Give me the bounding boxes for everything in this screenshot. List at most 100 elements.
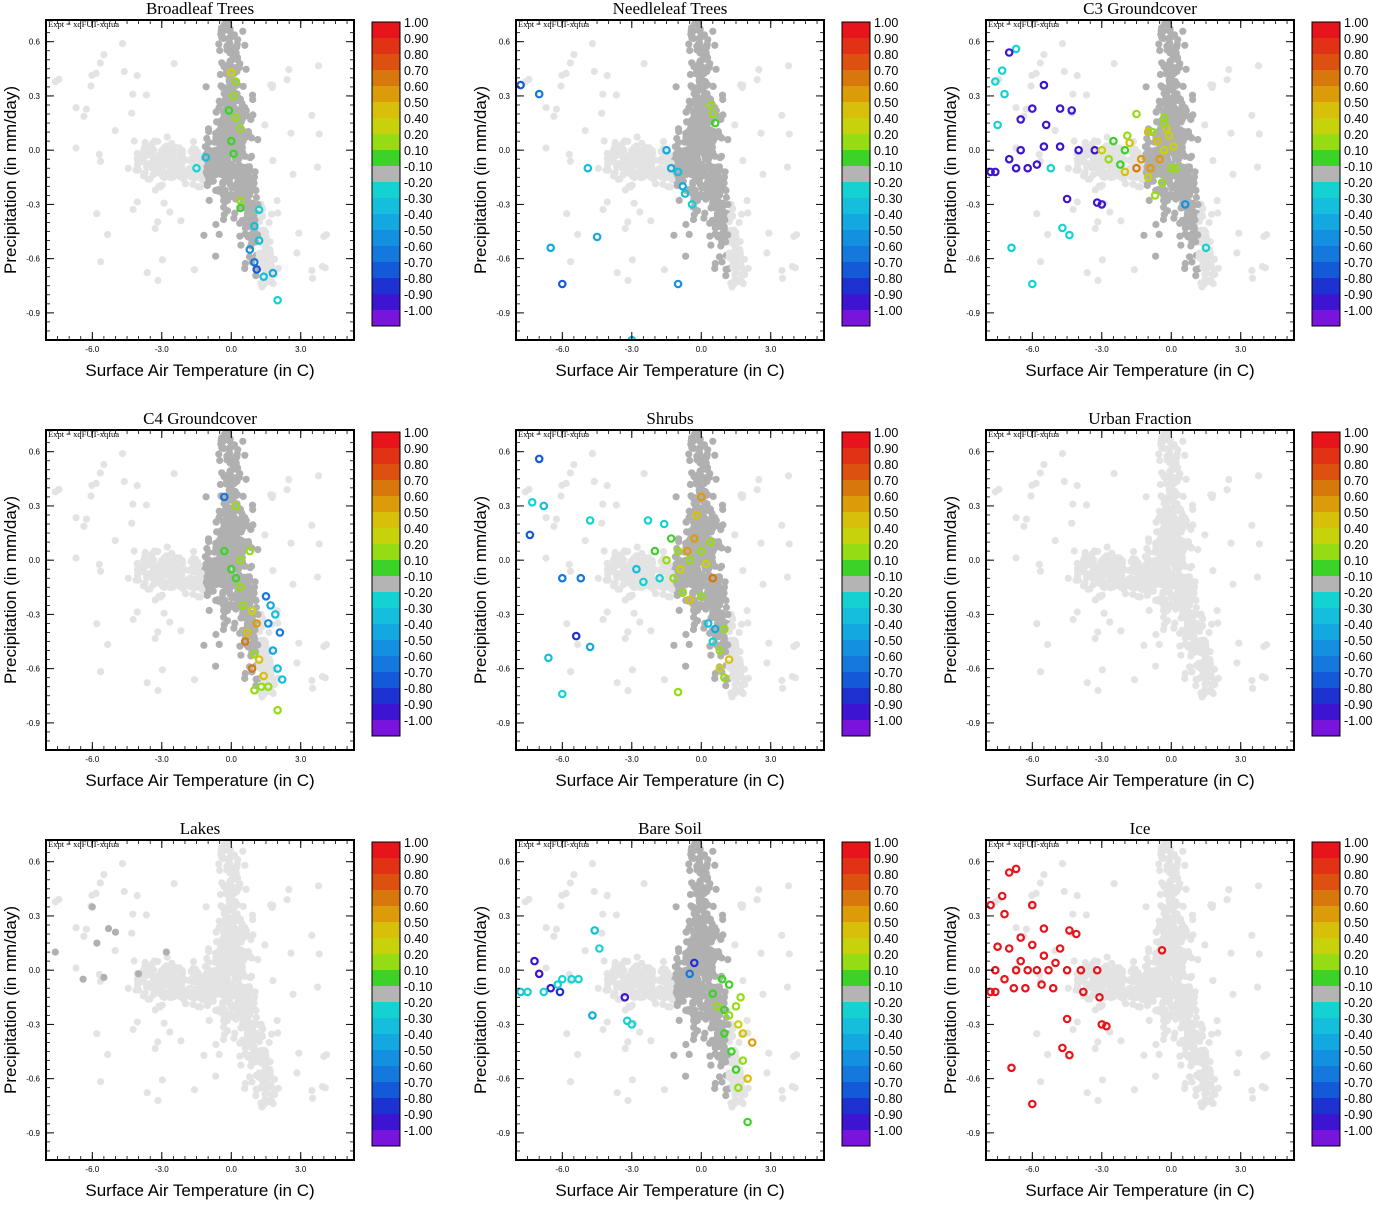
data-point	[88, 72, 95, 79]
colored-point	[1018, 147, 1024, 153]
colorbar-swatch	[842, 118, 870, 134]
colorbar-label: 0.40	[1344, 112, 1368, 126]
x-axis-label: Surface Air Temperature (in C)	[85, 771, 314, 790]
colorbar-swatch	[842, 86, 870, 102]
colorbar-swatch	[842, 310, 870, 326]
colored-point	[1006, 156, 1012, 162]
colored-point	[1066, 232, 1072, 238]
data-point	[316, 130, 323, 137]
data-point	[735, 261, 742, 268]
data-point	[673, 83, 680, 90]
data-point	[1083, 91, 1090, 98]
y-tick-label: 0.6	[29, 448, 41, 457]
data-point	[261, 690, 268, 697]
data-point	[599, 91, 606, 98]
data-point	[1186, 253, 1193, 260]
data-point	[1227, 130, 1234, 137]
data-point	[141, 143, 148, 150]
colored-point	[1029, 281, 1035, 287]
x-tick-label: -3.0	[1095, 345, 1109, 354]
data-point	[1254, 164, 1261, 171]
colorbar-label: 0.60	[874, 80, 898, 94]
data-point	[686, 231, 693, 238]
data-point	[289, 171, 296, 178]
data-point	[600, 206, 607, 213]
data-point	[1172, 78, 1179, 85]
data-point	[1074, 198, 1081, 205]
data-point	[218, 59, 225, 66]
data-point	[200, 642, 207, 649]
data-point	[171, 470, 178, 477]
data-point	[315, 472, 322, 479]
colorbar-label: 0.10	[874, 144, 898, 158]
x-tick-label: -6.0	[85, 345, 99, 354]
data-point	[161, 610, 168, 617]
colorbar-label: 0.50	[404, 96, 428, 110]
data-point	[660, 138, 667, 145]
data-point	[698, 128, 705, 135]
data-point	[1160, 204, 1167, 211]
colored-point	[277, 629, 283, 635]
colorbar-label: -0.90	[1344, 288, 1373, 302]
data-point	[1099, 256, 1106, 263]
data-point	[646, 154, 653, 161]
data-point	[589, 40, 596, 47]
colorbar-swatch	[372, 432, 400, 448]
data-point	[1153, 109, 1160, 116]
data-point	[197, 593, 204, 600]
data-point	[683, 519, 690, 526]
data-point	[661, 266, 668, 273]
data-point	[216, 580, 223, 587]
data-point	[567, 258, 574, 265]
data-point	[73, 514, 80, 521]
data-point	[274, 209, 281, 216]
data-point	[687, 82, 694, 89]
colorbar-label: 0.50	[404, 506, 428, 520]
data-point	[624, 218, 631, 225]
data-point	[621, 162, 628, 169]
data-point	[243, 66, 250, 73]
data-point	[203, 83, 210, 90]
data-point	[704, 94, 711, 101]
colorbar-label: 0.90	[1344, 32, 1368, 46]
data-point	[83, 516, 90, 523]
data-point	[1083, 160, 1090, 167]
data-point	[673, 493, 680, 500]
data-point	[157, 183, 164, 190]
data-point	[675, 538, 682, 545]
data-point	[778, 112, 785, 119]
data-point	[1198, 256, 1205, 263]
data-point	[151, 162, 158, 169]
data-point	[667, 174, 674, 181]
colored-point	[517, 82, 523, 88]
data-point	[166, 209, 173, 216]
data-point	[550, 113, 557, 120]
data-point	[1177, 140, 1184, 147]
colorbar-swatch	[1312, 246, 1340, 262]
data-point	[228, 538, 235, 545]
data-point	[287, 540, 294, 547]
data-point	[212, 663, 219, 670]
data-point	[241, 452, 248, 459]
data-point	[1181, 42, 1188, 49]
data-point	[204, 592, 211, 599]
data-point	[189, 591, 196, 598]
colorbar-label: 0.10	[1344, 144, 1368, 158]
data-point	[598, 110, 605, 117]
colorbar-swatch	[372, 118, 400, 134]
data-point	[689, 34, 696, 41]
colorbar-swatch	[372, 608, 400, 624]
data-point	[729, 213, 736, 220]
data-point	[718, 153, 725, 160]
data-point	[1052, 127, 1059, 134]
colorbar-swatch	[1312, 134, 1340, 150]
data-point	[254, 136, 261, 143]
x-tick-label: 0.0	[226, 755, 238, 764]
data-point	[93, 210, 100, 217]
data-point	[274, 619, 281, 626]
colorbar-label: -0.50	[404, 634, 433, 648]
data-point	[736, 219, 743, 226]
colorbar-swatch	[372, 512, 400, 528]
data-point	[693, 46, 700, 53]
